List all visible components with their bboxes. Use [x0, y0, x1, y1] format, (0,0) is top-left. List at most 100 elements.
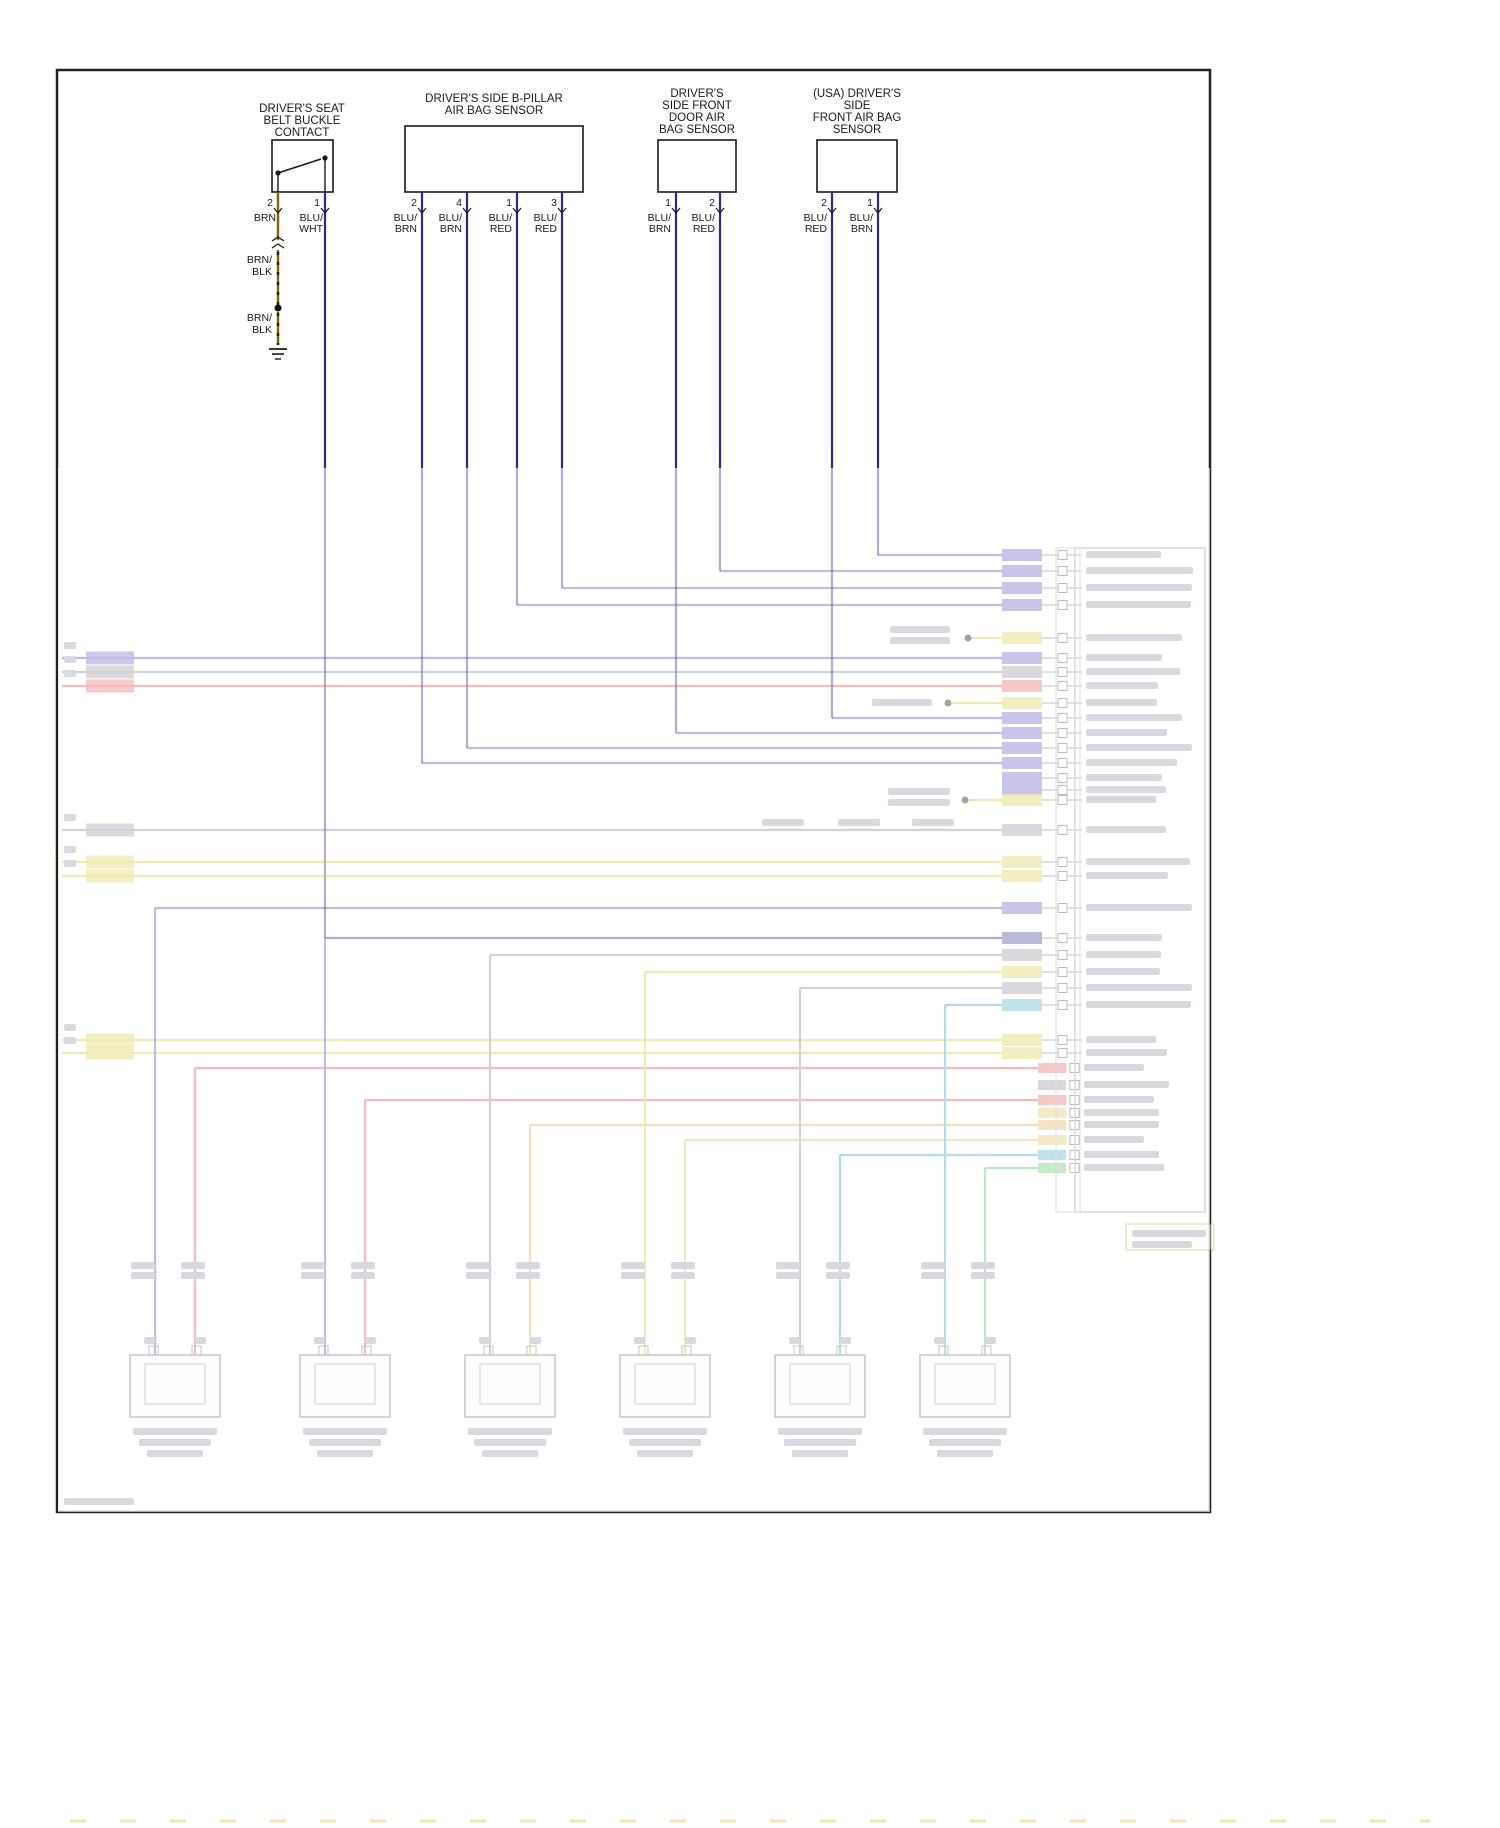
- faded-layer: [62, 547, 1215, 1505]
- text-bar: [181, 1262, 205, 1269]
- text-bar: [1084, 1164, 1164, 1171]
- wire-label-box: [1038, 1095, 1066, 1105]
- fade-overlay: [58, 468, 1210, 1512]
- wire-label-box: [1002, 932, 1042, 944]
- text-bar: [1086, 858, 1190, 865]
- component-box: [774, 1354, 866, 1418]
- component-box: [129, 1354, 221, 1418]
- text-bar: [621, 1262, 645, 1269]
- text-bar: [1086, 951, 1161, 958]
- wire-label-box: [1002, 742, 1042, 754]
- text-bar: [888, 788, 950, 795]
- door-title: BAG SENSOR: [659, 124, 735, 136]
- connector-pin: [1069, 1063, 1080, 1073]
- switch-blade: [277, 158, 322, 174]
- wire-label: RED: [693, 223, 716, 235]
- wire-label-box: [1002, 794, 1042, 806]
- wire-label-box: [86, 665, 134, 679]
- module-label-box: [1125, 1223, 1215, 1251]
- connector-chevron: [873, 207, 883, 214]
- text-bar: [971, 1272, 995, 1279]
- text-bar: [1084, 1109, 1159, 1116]
- connector-pin: [1057, 713, 1068, 723]
- wire-label-box: [86, 1046, 134, 1060]
- component-inner-box: [314, 1363, 376, 1405]
- text-bar: [872, 699, 932, 706]
- wire-label: BLU/: [394, 212, 417, 224]
- text-bar: [685, 1337, 696, 1344]
- pin-label: 1: [314, 197, 320, 209]
- wire-label: BRN: [254, 212, 276, 224]
- connector-pin: [1057, 1000, 1068, 1010]
- text-bar: [1084, 1064, 1144, 1071]
- connector-pin: [1057, 566, 1068, 576]
- text-bar: [838, 819, 880, 826]
- connector-pin: [1069, 1120, 1080, 1130]
- wire-label-box: [1002, 712, 1042, 724]
- text-bar: [1084, 1136, 1144, 1143]
- text-bar: [1086, 759, 1177, 766]
- text-bar: [1086, 729, 1167, 736]
- text-bar: [792, 1450, 848, 1457]
- connector-pin: [1069, 1080, 1080, 1090]
- text-bar: [621, 1272, 645, 1279]
- text-bar: [195, 1337, 206, 1344]
- door-sensor-box: [657, 139, 737, 193]
- bpillar-title: AIR BAG SENSOR: [445, 105, 543, 117]
- text-bar: [826, 1272, 850, 1279]
- wire-label: BLU/: [692, 212, 715, 224]
- component-pin: [638, 1345, 649, 1356]
- text-bar: [1086, 1036, 1156, 1043]
- component-inner-box: [789, 1363, 851, 1405]
- text-bar: [784, 1439, 856, 1446]
- wire-label-box: [1002, 870, 1042, 882]
- connector-pin: [1057, 950, 1068, 960]
- text-bar: [301, 1262, 325, 1269]
- component-inner-box: [144, 1363, 206, 1405]
- switch-contact-dot: [322, 155, 328, 161]
- text-bar: [131, 1272, 155, 1279]
- wire-label-box: [1038, 1150, 1066, 1160]
- text-bar: [912, 819, 954, 826]
- text-bar: [637, 1450, 693, 1457]
- pin-label: 2: [411, 197, 417, 209]
- text-bar: [1084, 1096, 1154, 1103]
- wire-label-box: [1002, 549, 1042, 561]
- text-bar: [921, 1262, 945, 1269]
- wire-label-box: [1038, 1080, 1066, 1090]
- usa-title: (USA) DRIVER'S: [813, 88, 901, 100]
- wire-label-box: [1002, 697, 1042, 709]
- buckle-title: BELT BUCKLE: [264, 115, 341, 127]
- text-bar: [1086, 796, 1156, 803]
- text-bar: [181, 1272, 205, 1279]
- wire-label-box: [86, 679, 134, 693]
- connector-strip: [1055, 547, 1081, 1213]
- wire-label-box: [1038, 1120, 1066, 1130]
- door-title: SIDE FRONT: [662, 100, 732, 112]
- component-box: [299, 1354, 391, 1418]
- text-bar: [144, 1337, 155, 1344]
- wire-label-box: [1002, 727, 1042, 739]
- bpillar-sensor-box: [404, 125, 584, 193]
- text-bar: [890, 637, 950, 644]
- splice-dot: [944, 699, 952, 707]
- wire-label-box: [1002, 582, 1042, 594]
- component-inner-box: [479, 1363, 541, 1405]
- wire-label: RED: [490, 223, 513, 235]
- door-title: DOOR AIR: [669, 112, 725, 124]
- text-bar: [466, 1262, 490, 1269]
- text-bar: [671, 1262, 695, 1269]
- connector-pin: [1057, 583, 1068, 593]
- text-bar: [530, 1337, 541, 1344]
- wire-label: BLU/: [804, 212, 827, 224]
- wire-label-box: [86, 1033, 134, 1047]
- text-bar: [139, 1439, 211, 1446]
- text-bar: [64, 860, 76, 867]
- connector-pin: [1057, 967, 1068, 977]
- control-module-bracket: [1074, 547, 1206, 1213]
- splice-dot: [961, 796, 969, 804]
- pin-label: 4: [456, 197, 462, 209]
- text-bar: [1086, 634, 1182, 641]
